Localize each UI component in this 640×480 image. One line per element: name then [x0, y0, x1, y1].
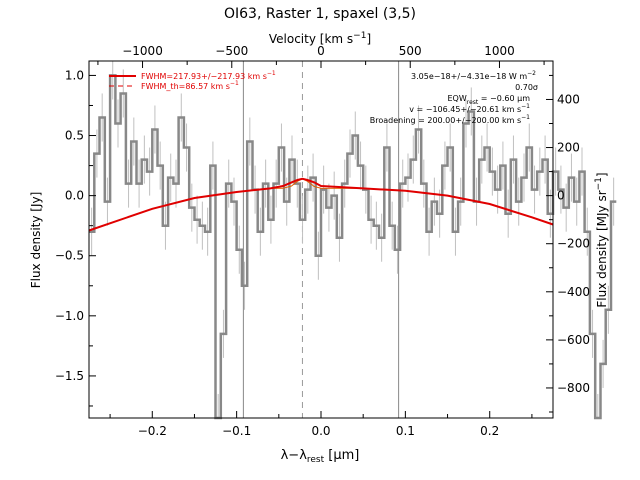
- annotation-line-flux: 3.05e−18+/−4.31e−18 W m−2: [411, 70, 536, 81]
- top-tick-label: 1000: [484, 44, 515, 58]
- right-tick-label: −400: [557, 285, 590, 299]
- y-tick-label: −1.5: [55, 369, 84, 383]
- top-tick-label: −500: [215, 44, 248, 58]
- right-tick-label: −200: [557, 237, 590, 251]
- annotation-broadening: Broadening = 200.00+/−200.00 km s−1: [370, 114, 530, 125]
- legend-label-fwhm: FWHM=217.93+/−217.93 km s−1: [141, 70, 276, 81]
- top-tick-label: 0: [317, 44, 325, 58]
- y-tick-label: −0.5: [55, 249, 84, 263]
- top-tick-label: 500: [399, 44, 422, 58]
- axes: −0.2 −0.1 0.0 0.1 0.2 −1000 −500 0 500 1000 1.0 0.5…: [55, 44, 590, 438]
- series-model-fit: [88, 177, 554, 232]
- right-axis-label: Flux density [MJy sr−1]: [594, 172, 609, 307]
- y-tick-label: 0.0: [65, 189, 84, 203]
- legend: FWHM=217.93+/−217.93 km s−1 FWHM_th=86.5…: [109, 70, 276, 91]
- x-tick-label: −0.2: [138, 424, 167, 438]
- x-tick-label: 0.0: [311, 424, 330, 438]
- annotation-eqw: EQWrest = −0.60 μm: [447, 94, 530, 106]
- annotation-velocity: v = −106.45+/−20.61 km s−1: [409, 103, 530, 114]
- right-tick-label: −600: [557, 333, 590, 347]
- right-tick-label: −800: [557, 381, 590, 395]
- annotation-significance: 0.70σ: [515, 83, 538, 92]
- right-tick-label: 200: [557, 141, 580, 155]
- data-layer: [88, 61, 617, 420]
- x-tick-label: 0.1: [396, 424, 415, 438]
- x-tick-label: −0.1: [222, 424, 251, 438]
- right-tick-label: 400: [557, 92, 580, 106]
- series-observed-spectrum: [89, 74, 617, 420]
- top-tick-label: −1000: [122, 44, 163, 58]
- top-axis-label: Velocity [km s−1]: [269, 31, 371, 46]
- y-tick-label: 0.5: [65, 129, 84, 143]
- y-axis-label: Flux density [Jy]: [29, 192, 43, 289]
- y-tick-label: 1.0: [65, 68, 84, 82]
- right-tick-label: 0: [557, 189, 565, 203]
- x-tick-label: 0.2: [480, 424, 499, 438]
- legend-label-fwhm-th: FWHM_th=86.57 km s−1: [141, 80, 239, 91]
- y-tick-label: −1.0: [55, 309, 84, 323]
- chart-title: OI63, Raster 1, spaxel (3,5): [224, 6, 416, 22]
- annotations: 3.05e−18+/−4.31e−18 W m−2 0.70σ EQWrest …: [370, 70, 538, 125]
- x-axis-label: λ−λrest [μm]: [281, 448, 360, 465]
